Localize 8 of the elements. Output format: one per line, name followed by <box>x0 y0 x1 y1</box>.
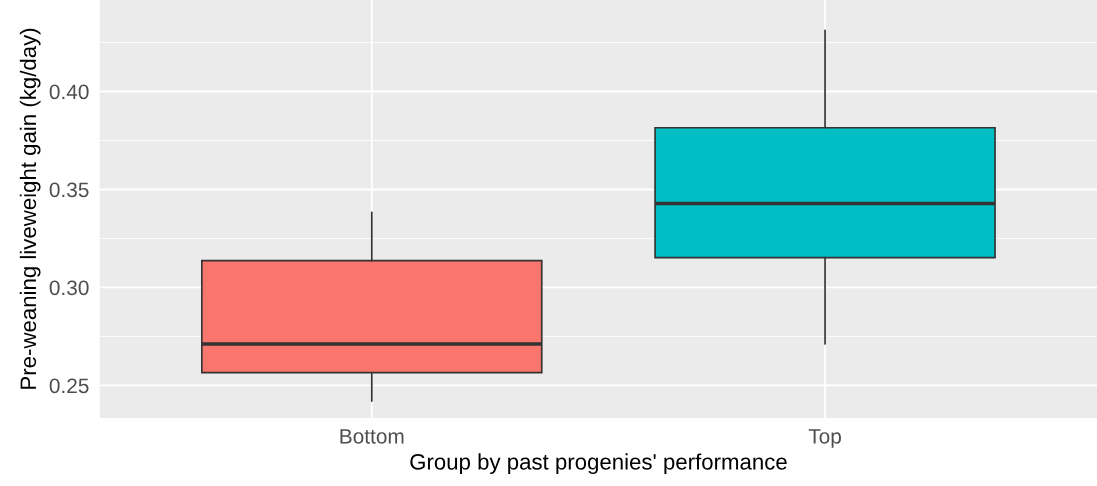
x-axis-title: Group by past progenies' performance <box>410 453 787 475</box>
x-tick-label: Top <box>808 429 841 448</box>
x-tick-label: Bottom <box>340 429 404 444</box>
y-axis-title: Pre-weaning liveweight gain (kg/day) <box>19 28 41 389</box>
y-tick-label: 0.40 <box>49 84 89 100</box>
y-tick-label: 0.35 <box>49 182 89 198</box>
y-tick-label: 0.25 <box>49 378 89 394</box>
y-tick-label: 0.30 <box>49 280 89 296</box>
